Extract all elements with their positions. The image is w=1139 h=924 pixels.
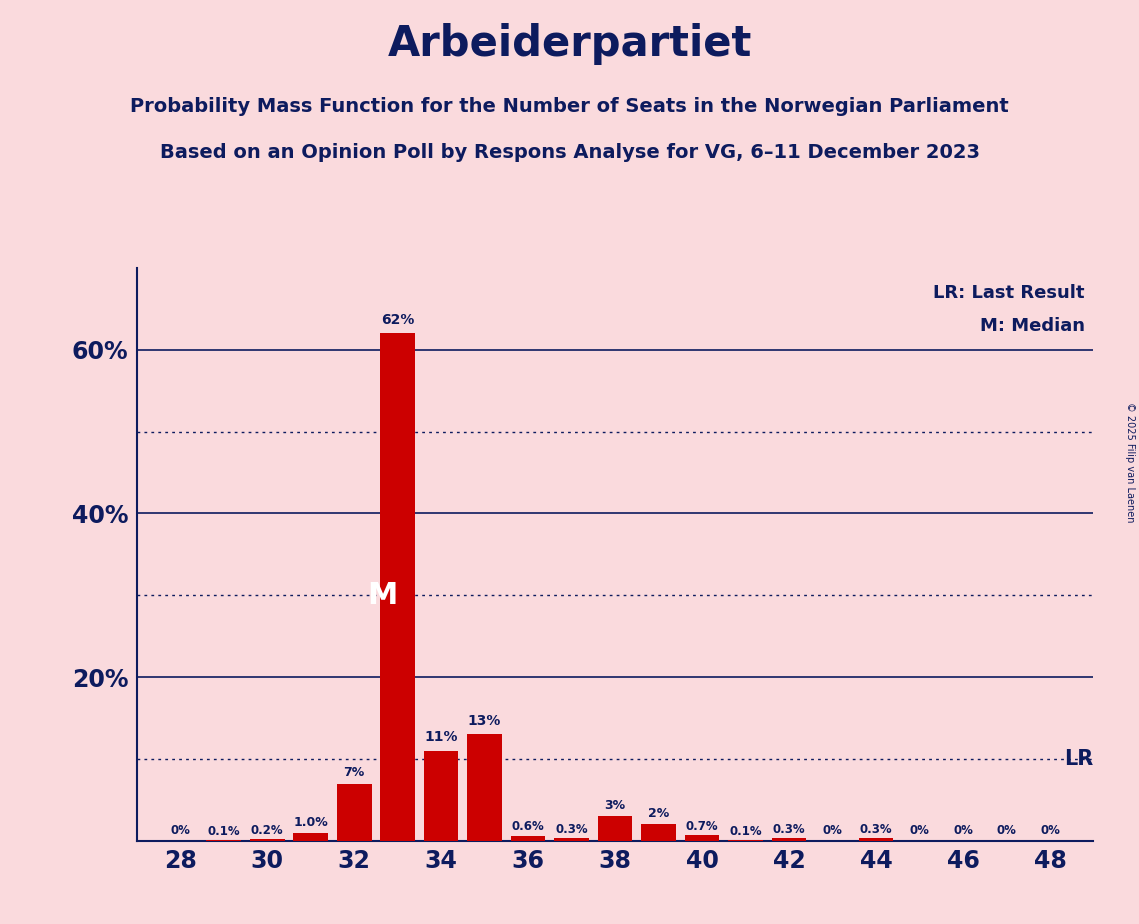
Text: 62%: 62% (380, 313, 415, 327)
Bar (598, 816, 632, 841)
Text: 1.0%: 1.0% (293, 816, 328, 829)
Text: 0.1%: 0.1% (207, 824, 240, 837)
Bar (293, 833, 328, 841)
Text: 0%: 0% (822, 824, 843, 837)
Text: 3%: 3% (605, 799, 625, 812)
Text: 0%: 0% (997, 824, 1016, 837)
Text: M: Median: M: Median (980, 317, 1084, 335)
Text: Arbeiderpartiet: Arbeiderpartiet (387, 23, 752, 65)
Bar (685, 835, 720, 841)
Text: 0.3%: 0.3% (555, 823, 588, 836)
Bar (771, 838, 806, 841)
Text: 13%: 13% (468, 714, 501, 728)
Text: 0%: 0% (170, 824, 190, 837)
Text: 0%: 0% (953, 824, 973, 837)
Bar (337, 784, 371, 841)
Text: 0.3%: 0.3% (860, 823, 892, 836)
Text: 0.1%: 0.1% (729, 824, 762, 837)
Bar (510, 836, 546, 841)
Text: 0.7%: 0.7% (686, 820, 719, 833)
Text: 0%: 0% (1040, 824, 1060, 837)
Text: © 2025 Filip van Laenen: © 2025 Filip van Laenen (1125, 402, 1134, 522)
Text: 11%: 11% (425, 730, 458, 744)
Bar (249, 839, 285, 841)
Bar (380, 334, 415, 841)
Bar (859, 838, 893, 841)
Bar (467, 735, 502, 841)
Text: 0.3%: 0.3% (772, 823, 805, 836)
Bar (424, 751, 459, 841)
Text: LR: LR (1064, 749, 1093, 769)
Text: 2%: 2% (648, 808, 670, 821)
Text: 0%: 0% (910, 824, 929, 837)
Text: 0.2%: 0.2% (251, 824, 284, 837)
Text: 0.6%: 0.6% (511, 821, 544, 833)
Text: Based on an Opinion Poll by Respons Analyse for VG, 6–11 December 2023: Based on an Opinion Poll by Respons Anal… (159, 143, 980, 163)
Text: 7%: 7% (344, 767, 364, 780)
Bar (641, 824, 675, 841)
Text: M: M (367, 581, 398, 610)
Bar (555, 838, 589, 841)
Text: LR: Last Result: LR: Last Result (933, 285, 1084, 302)
Text: Probability Mass Function for the Number of Seats in the Norwegian Parliament: Probability Mass Function for the Number… (130, 97, 1009, 116)
